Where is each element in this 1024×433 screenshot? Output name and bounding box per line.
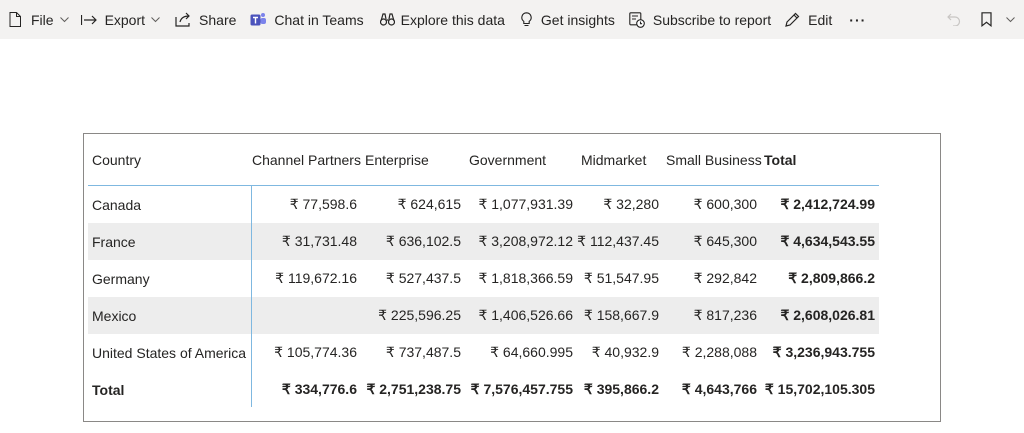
row-total-cell: ₹ 3,236,943.755 xyxy=(772,344,875,360)
export-label: Export xyxy=(104,11,146,28)
value-cell: ₹ 1,818,366.59 xyxy=(478,270,573,286)
row-header-country[interactable]: Mexico xyxy=(92,307,137,324)
value-cell: ₹ 2,288,088 xyxy=(681,344,757,360)
table-row: United States of America ₹ 105,774.36 ₹ … xyxy=(88,334,879,371)
value-cell: ₹ 77,598.6 xyxy=(289,196,357,212)
grand-total-cell: ₹ 15,702,105.305 xyxy=(764,381,875,397)
more-options-button[interactable]: ··· xyxy=(849,0,866,39)
chevron-down-icon xyxy=(59,15,69,24)
column-header-enterprise[interactable]: Enterprise xyxy=(365,151,429,168)
toolbar-right xyxy=(947,0,1024,39)
matrix-visual[interactable]: Country Channel Partners Enterprise Gove… xyxy=(83,133,941,422)
file-icon xyxy=(9,12,25,28)
row-total-cell: ₹ 4,634,543.55 xyxy=(780,233,875,249)
chevron-down-icon[interactable] xyxy=(1006,16,1015,23)
row-header-divider xyxy=(251,185,252,407)
share-label: Share xyxy=(199,11,237,28)
column-header-midmarket[interactable]: Midmarket xyxy=(581,151,647,168)
value-cell: ₹ 624,615 xyxy=(397,196,461,212)
subscribe-label: Subscribe to report xyxy=(652,11,772,28)
undo-icon[interactable] xyxy=(947,13,961,26)
value-cell: ₹ 600,300 xyxy=(693,196,757,212)
explore-data-button[interactable]: Explore this data xyxy=(379,0,505,39)
share-button[interactable]: Share xyxy=(175,0,236,39)
column-header-row: Country Channel Partners Enterprise Gove… xyxy=(88,134,879,186)
column-header-total[interactable]: Total xyxy=(764,151,797,168)
subscribe-icon xyxy=(629,11,647,28)
value-cell: ₹ 64,660.995 xyxy=(490,344,573,360)
get-insights-label: Get insights xyxy=(540,11,615,28)
value-cell: ₹ 158,667.9 xyxy=(583,307,659,323)
totals-row-label: Total xyxy=(92,381,125,398)
edit-button[interactable]: Edit xyxy=(785,0,832,39)
row-total-cell: ₹ 2,412,724.99 xyxy=(780,196,875,212)
column-total-cell: ₹ 7,576,457.755 xyxy=(470,381,573,397)
column-total-cell: ₹ 395,866.2 xyxy=(583,381,659,397)
pencil-icon xyxy=(785,12,802,28)
column-total-cell: ₹ 334,776.6 xyxy=(281,381,357,397)
row-total-cell: ₹ 2,608,026.81 xyxy=(780,307,875,323)
chevron-down-icon xyxy=(151,15,160,24)
value-cell: ₹ 527,437.5 xyxy=(385,270,461,286)
column-header-small-business[interactable]: Small Business xyxy=(666,151,762,168)
bookmark-icon[interactable] xyxy=(981,12,992,27)
value-cell: ₹ 31,731.48 xyxy=(281,233,357,249)
value-cell: ₹ 32,280 xyxy=(603,196,659,212)
table-row: Germany ₹ 119,672.16 ₹ 527,437.5 ₹ 1,818… xyxy=(88,260,879,297)
value-cell: ₹ 1,406,526.66 xyxy=(478,307,573,323)
row-header-country[interactable]: France xyxy=(92,233,136,250)
value-cell: ₹ 225,596.25 xyxy=(378,307,461,323)
file-menu[interactable]: File xyxy=(9,0,69,39)
edit-label: Edit xyxy=(808,11,833,28)
lightbulb-icon xyxy=(521,12,535,28)
teams-icon xyxy=(250,12,268,28)
value-cell: ₹ 119,672.16 xyxy=(275,270,357,286)
table-row: Canada ₹ 77,598.6 ₹ 624,615 ₹ 1,077,931.… xyxy=(88,186,879,223)
value-cell: ₹ 737,487.5 xyxy=(385,344,461,360)
value-cell: ₹ 3,208,972.12 xyxy=(478,233,573,249)
table-row: France ₹ 31,731.48 ₹ 636,102.5 ₹ 3,208,9… xyxy=(88,223,879,260)
table-row: Mexico ₹ 225,596.25 ₹ 1,406,526.66 ₹ 158… xyxy=(88,297,879,334)
row-header-country[interactable]: Germany xyxy=(92,270,150,287)
column-total-cell: ₹ 4,643,766 xyxy=(681,381,757,397)
value-cell: ₹ 40,932.9 xyxy=(591,344,659,360)
column-total-cell: ₹ 2,751,238.75 xyxy=(366,381,461,397)
row-total-cell: ₹ 2,809,866.2 xyxy=(788,270,875,286)
subscribe-button[interactable]: Subscribe to report xyxy=(629,0,771,39)
binoculars-icon xyxy=(379,12,395,28)
value-cell: ₹ 105,774.36 xyxy=(274,344,357,360)
value-cell: ₹ 636,102.5 xyxy=(385,233,461,249)
column-header-government[interactable]: Government xyxy=(469,151,547,168)
value-cell: ₹ 51,547.95 xyxy=(583,270,659,286)
export-icon xyxy=(80,12,99,28)
file-label: File xyxy=(31,11,54,28)
column-header-channel-partners[interactable]: Channel Partners xyxy=(252,151,361,168)
value-cell: ₹ 1,077,931.39 xyxy=(478,196,573,212)
totals-row: Total ₹ 334,776.6 ₹ 2,751,238.75 ₹ 7,576… xyxy=(88,371,879,408)
row-header-country[interactable]: United States of America xyxy=(92,344,247,361)
export-menu[interactable]: Export xyxy=(80,0,160,39)
more-options-icon: ··· xyxy=(849,11,867,28)
get-insights-button[interactable]: Get insights xyxy=(521,0,615,39)
chat-in-teams-button[interactable]: Chat in Teams xyxy=(250,0,364,39)
value-cell: ₹ 817,236 xyxy=(693,307,757,323)
value-cell: ₹ 292,842 xyxy=(693,270,757,286)
value-cell xyxy=(252,297,357,334)
chat-in-teams-label: Chat in Teams xyxy=(274,11,364,28)
action-bar: File Export Share Chat in Teams Explore … xyxy=(0,0,1024,39)
column-header-country[interactable]: Country xyxy=(92,151,142,168)
value-cell: ₹ 645,300 xyxy=(693,233,757,249)
share-icon xyxy=(175,12,193,28)
value-cell: ₹ 112,437.45 xyxy=(577,233,659,249)
row-header-country[interactable]: Canada xyxy=(92,196,142,213)
explore-data-label: Explore this data xyxy=(400,11,505,28)
